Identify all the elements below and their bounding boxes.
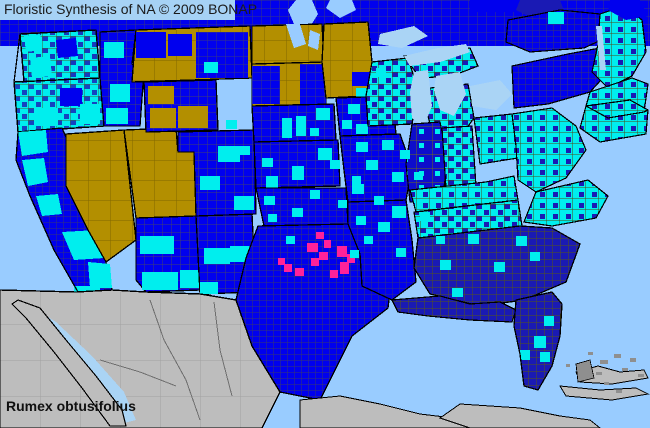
region-appalachia (511, 107, 609, 227)
region-idaho (99, 29, 145, 127)
region-south-dakota (251, 61, 327, 107)
region-oklahoma (255, 187, 349, 227)
region-caribbean (299, 352, 650, 428)
region-new-mexico (195, 213, 257, 295)
map-title: Floristic Synthesis of NA © 2009 BONAP (4, 1, 258, 17)
scattered-adventive-counties (204, 62, 445, 258)
region-florida (513, 291, 563, 391)
region-missouri (339, 133, 413, 203)
species-name-label: Rumex obtusifolius (6, 398, 136, 414)
region-minnesota (321, 21, 373, 99)
region-north-dakota (251, 23, 325, 65)
region-mexico (0, 289, 281, 428)
region-texas (235, 223, 393, 401)
region-montana (131, 25, 253, 83)
region-ohio (473, 113, 519, 165)
region-southeast (413, 225, 581, 307)
region-california (15, 127, 118, 318)
title-bar-background (0, 0, 235, 20)
region-colorado (177, 129, 257, 217)
region-wyoming (143, 79, 219, 133)
rare-counties-group (278, 232, 355, 278)
region-kansas (253, 139, 341, 189)
region-pennsylvania-ny (505, 9, 615, 109)
region-nebraska (251, 103, 337, 143)
region-new-england (579, 0, 649, 143)
region-oregon (13, 77, 105, 133)
region-nevada (65, 129, 137, 263)
region-arizona (135, 215, 201, 293)
region-illinois-indiana (405, 121, 477, 203)
coastline-outlines (13, 33, 649, 391)
region-washington (19, 29, 101, 83)
great-lakes-water (378, 26, 548, 140)
